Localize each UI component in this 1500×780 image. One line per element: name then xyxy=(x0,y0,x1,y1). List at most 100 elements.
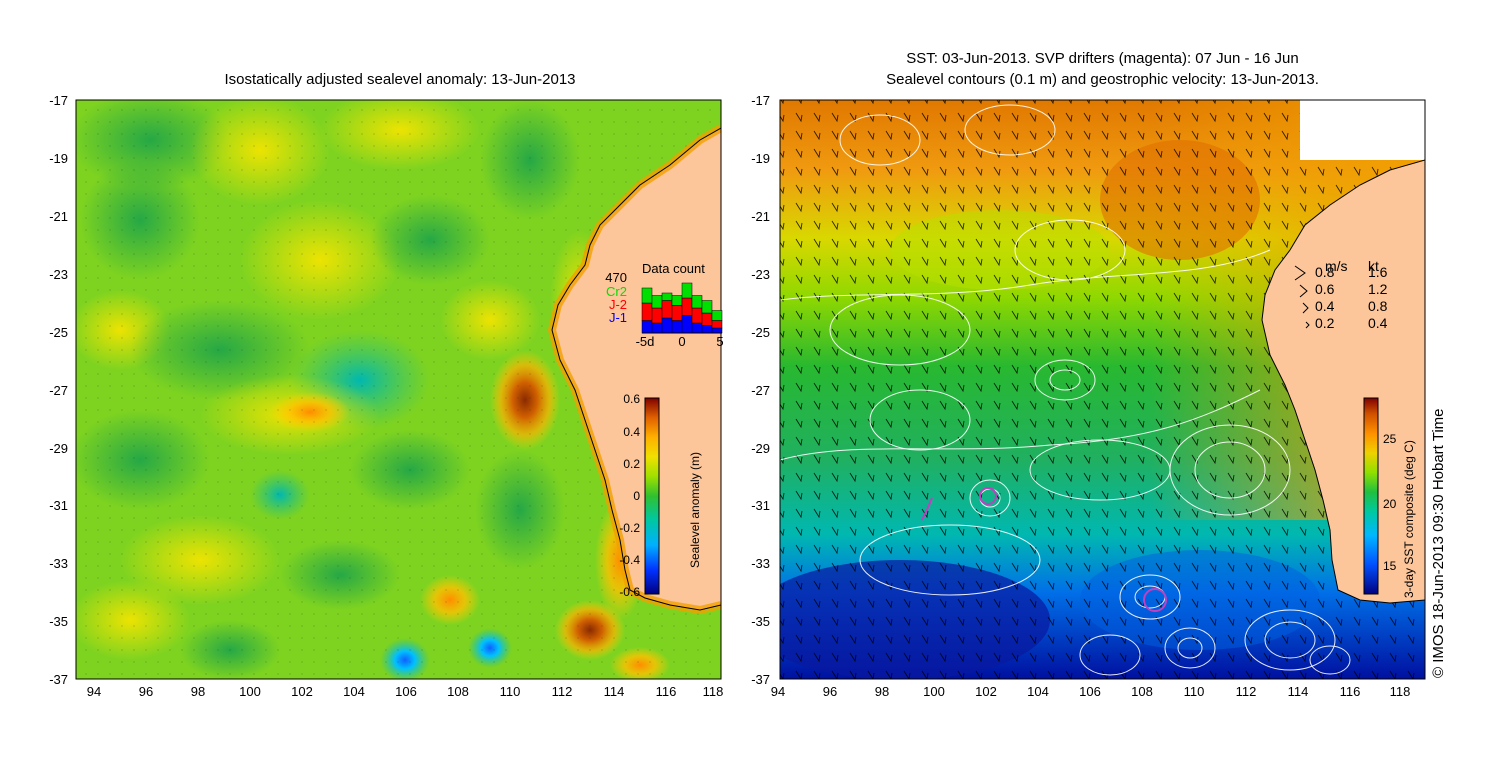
velocity-legend-kt: 0.4 xyxy=(1368,315,1388,331)
left-map-frame xyxy=(75,99,722,680)
y-tick: -35 xyxy=(751,614,770,629)
data-count-bar-j1 xyxy=(681,315,693,334)
right-land-australia xyxy=(1262,100,1425,603)
right-y-axis: -17 -19 -21 -23 -25 -27 -29 -31 -33 -35 … xyxy=(751,93,770,687)
left-map xyxy=(76,100,721,679)
data-count-total: 470 xyxy=(605,270,627,285)
y-tick: -27 xyxy=(49,383,68,398)
x-tick: 100 xyxy=(239,684,261,699)
colorbar-tick: 15 xyxy=(1383,559,1397,573)
right-x-axis: 94 96 98 100 102 104 106 108 110 112 114… xyxy=(771,684,1411,699)
data-count-bars xyxy=(641,282,723,334)
velocity-legend-ms-header: m/s xyxy=(1325,258,1348,274)
colorbar-tick: -0.2 xyxy=(619,521,640,535)
data-count-bar-j2 xyxy=(641,302,653,321)
data-count-bar-j1 xyxy=(691,322,703,334)
data-count-bar-cr2 xyxy=(711,310,723,321)
left-x-axis: 94 96 98 100 102 104 106 108 110 112 114… xyxy=(87,684,724,699)
x-tick: 96 xyxy=(823,684,837,699)
x-tick: 98 xyxy=(875,684,889,699)
velocity-legend-ms: 0.2 xyxy=(1315,315,1335,331)
y-tick: -33 xyxy=(49,556,68,571)
data-count-tick: 5 xyxy=(716,334,723,349)
data-count-bar-cr2 xyxy=(671,295,683,306)
data-count-bar-j1 xyxy=(671,320,683,334)
legend-j2: J-2 xyxy=(609,297,627,312)
colorbar-tick: 25 xyxy=(1383,432,1397,446)
imos-credit: © IMOS 18-Jun-2013 09:30 Hobart Time xyxy=(1430,408,1447,678)
x-tick: 118 xyxy=(703,684,724,699)
x-tick: 106 xyxy=(1079,684,1101,699)
data-count-bar-j1 xyxy=(641,320,653,334)
x-tick: 108 xyxy=(1131,684,1153,699)
right-coastline xyxy=(1261,159,1425,604)
data-count-bar-cr2 xyxy=(641,287,653,304)
left-panel-title: Isostatically adjusted sealevel anomaly:… xyxy=(224,71,576,88)
y-tick: -23 xyxy=(751,267,770,282)
data-count-bar-j1 xyxy=(701,325,713,334)
data-count-tick: 0 xyxy=(678,334,685,349)
y-tick: -29 xyxy=(751,441,770,456)
velocity-legend-ms: 0.8 xyxy=(1315,264,1335,280)
arrow-key-icon xyxy=(1294,265,1306,281)
cloud-mask xyxy=(1300,100,1425,160)
data-count-bar-j2 xyxy=(701,312,713,326)
y-tick: -29 xyxy=(49,441,68,456)
right-map-frame xyxy=(779,99,1426,680)
x-tick: 100 xyxy=(923,684,945,699)
data-count-bar-j2 xyxy=(681,297,693,316)
x-tick: 116 xyxy=(1340,684,1361,699)
data-count-bar-j1 xyxy=(711,327,723,334)
data-count-bar-j1 xyxy=(651,322,663,334)
legend-j1: J-1 xyxy=(609,310,627,325)
colorbar-tick: -0.4 xyxy=(619,553,640,567)
velocity-legend-kt: 1.2 xyxy=(1368,281,1388,297)
x-tick: 108 xyxy=(447,684,469,699)
y-tick: -25 xyxy=(49,325,68,340)
x-tick: 110 xyxy=(500,684,521,699)
y-tick: -25 xyxy=(751,325,770,340)
y-tick: -31 xyxy=(751,498,770,513)
colorbar-tick: 0 xyxy=(633,489,640,503)
x-tick: 102 xyxy=(291,684,313,699)
y-tick: -17 xyxy=(751,93,770,108)
velocity-legend-kt: 1.6 xyxy=(1368,264,1388,280)
right-panel-title-line2: Sealevel contours (0.1 m) and geostrophi… xyxy=(886,71,1319,88)
x-tick: 104 xyxy=(1027,684,1049,699)
y-tick: -37 xyxy=(49,672,68,687)
y-tick: -35 xyxy=(49,614,68,629)
y-tick: -21 xyxy=(751,209,770,224)
y-tick: -33 xyxy=(751,556,770,571)
x-tick: 98 xyxy=(191,684,205,699)
right-panel-title-line1: SST: 03-Jun-2013. SVP drifters (magenta)… xyxy=(906,50,1299,67)
anomaly-colorbar-label: Sealevel anomaly (m) xyxy=(688,452,702,568)
colorbar-tick: 0.6 xyxy=(623,392,640,406)
y-tick: -17 xyxy=(49,93,68,108)
x-tick: 112 xyxy=(552,684,573,699)
velocity-legend-ms: 0.6 xyxy=(1315,281,1335,297)
data-count-bar-j1 xyxy=(661,317,673,334)
sst-colorbar-label: 3-day SST composite (deg C) xyxy=(1402,440,1416,598)
right-map xyxy=(780,100,1425,679)
data-count-bar-j2 xyxy=(711,320,723,329)
sst-colorbar xyxy=(1363,397,1379,595)
data-count-bar-j2 xyxy=(651,307,663,324)
y-tick: -27 xyxy=(751,383,770,398)
svp-drifter-tracks xyxy=(921,487,1167,612)
left-y-axis: -17 -19 -21 -23 -25 -27 -29 -31 -33 -35 … xyxy=(49,93,68,687)
x-tick: 102 xyxy=(975,684,997,699)
left-land-australia xyxy=(552,128,721,610)
arrow-key-icon xyxy=(1302,302,1309,314)
data-count-bar-cr2 xyxy=(701,300,713,314)
y-tick: -19 xyxy=(49,151,68,166)
left-coastline xyxy=(551,127,721,611)
colorbar-tick: 20 xyxy=(1383,497,1397,511)
sealevel-contours xyxy=(780,104,1351,676)
colorbar-tick: 0.2 xyxy=(623,457,640,471)
data-count-tick: -5d xyxy=(636,334,655,349)
data-count-title: Data count xyxy=(642,261,705,276)
x-tick: 114 xyxy=(604,684,625,699)
x-tick: 94 xyxy=(771,684,785,699)
left-colorbar: 0.6 0.4 0.2 0 -0.2 -0.4 -0.6 Sealevel an… xyxy=(619,392,702,599)
